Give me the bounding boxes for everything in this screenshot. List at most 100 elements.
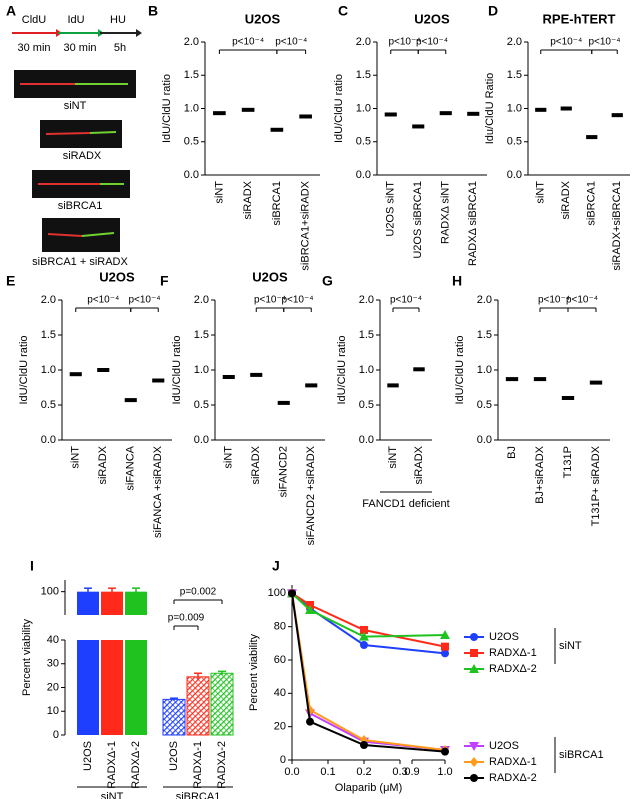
- p-value: p<10⁻⁴: [281, 295, 313, 306]
- x-tick-label: 0.2: [356, 766, 371, 778]
- y-tick-label: 0.0: [41, 434, 56, 446]
- bar: [101, 591, 123, 615]
- x-tick-label: 0.0: [284, 766, 299, 778]
- y-tick-label: 1.0: [41, 364, 56, 376]
- chart-title: U2OS: [252, 269, 288, 284]
- y-tick-label: 0.5: [359, 399, 374, 411]
- data-point: [360, 626, 368, 634]
- y-tick-label: 0.0: [194, 434, 209, 446]
- mean-mark: [611, 113, 623, 118]
- data-point: [440, 630, 450, 639]
- panel-label: E: [6, 273, 15, 289]
- p-value: p<10⁻⁴: [275, 37, 307, 48]
- panel-label: H: [452, 273, 462, 289]
- x-tick-label: T131P+ siRADX: [590, 445, 602, 526]
- x-tick-label: siFANCA: [125, 445, 137, 490]
- legend-marker: [470, 774, 478, 782]
- y-tick-label: 1.0: [477, 364, 492, 376]
- y-tick-label: 1.0: [356, 102, 371, 114]
- x-tick-label: U2OS: [82, 741, 94, 771]
- data-point: [305, 605, 315, 614]
- mean-mark: [586, 135, 598, 140]
- panel-label: J: [272, 558, 280, 574]
- y-tick-label: 0.0: [359, 434, 374, 446]
- arrow-head: [136, 29, 142, 37]
- bar: [101, 640, 123, 735]
- panel-label: F: [160, 273, 169, 289]
- x-tick-label: siBRCA1+siRADX: [300, 180, 312, 270]
- x-tick-label: RADXΔ-2: [216, 741, 228, 789]
- y-tick-label: 2.0: [359, 294, 374, 306]
- group-label: siNT: [101, 791, 124, 799]
- x-tick-label: siBRCA1: [271, 181, 283, 226]
- x-tick-label: siFANCA +siRADX: [152, 445, 164, 538]
- bar: [125, 591, 147, 615]
- chart-title: U2OS: [245, 11, 281, 26]
- p-value: p<10⁻⁴: [254, 295, 286, 306]
- p-value: p=0.002: [180, 587, 217, 598]
- panel-label: I: [30, 558, 34, 574]
- data-point: [360, 741, 368, 749]
- mean-mark: [384, 112, 397, 117]
- y-axis-label: IdU/CldU ratio: [336, 335, 348, 404]
- mean-mark: [97, 368, 110, 372]
- fiber-label: siNT: [64, 100, 87, 112]
- p-value: p<10⁻⁴: [416, 37, 448, 48]
- mean-mark: [299, 114, 312, 119]
- panel-a: A CldU IdU HU 30 min 30 min 5h siNT siRA…: [6, 3, 142, 268]
- mean-mark: [439, 111, 452, 116]
- mean-mark: [250, 372, 263, 377]
- data-point: [441, 747, 449, 756]
- bar: [77, 640, 99, 735]
- y-tick-label: 1.0: [507, 102, 522, 114]
- mean-mark: [305, 383, 318, 388]
- y-axis-label: Idu/CldU Ratio: [484, 73, 496, 145]
- mean-mark: [413, 367, 425, 372]
- fiber: [47, 233, 83, 237]
- mean-mark: [124, 398, 137, 403]
- x-tick-label: 0.3: [392, 766, 407, 778]
- mean-mark: [467, 111, 480, 116]
- y-tick-label: 80: [274, 621, 286, 633]
- legend-label: RADXΔ-1: [489, 647, 537, 659]
- data-point: [359, 631, 369, 641]
- legend-label: U2OS: [489, 740, 519, 752]
- y-tick-label: 0.0: [507, 169, 522, 181]
- mean-mark: [561, 396, 575, 400]
- chart-title: RPE-hTERT: [543, 11, 616, 26]
- legend-marker: [470, 649, 478, 657]
- y-axis-label: Percent viability: [248, 633, 260, 711]
- mean-mark: [387, 383, 399, 388]
- mean-mark: [277, 400, 290, 405]
- y-axis-label: IdU/CldU ratio: [171, 335, 183, 404]
- series-line: [291, 592, 446, 648]
- y-axis-label: IdU/CldU ratio: [454, 335, 466, 404]
- legend-label: U2OS: [489, 631, 519, 643]
- x-tick-label: siRADX: [97, 445, 109, 484]
- y-tick-label: 2.0: [356, 36, 371, 48]
- fiber-label: siBRCA1 + siRADX: [32, 256, 128, 268]
- y-tick-label: 0.0: [477, 434, 492, 446]
- p-value: p<10⁻⁴: [588, 37, 620, 48]
- x-tick-label: siNT: [223, 446, 235, 469]
- bar: [77, 591, 99, 615]
- x-tick-label: BJ+siRADX: [534, 445, 546, 503]
- series-line: [291, 592, 446, 655]
- y-tick-label: 2.0: [194, 294, 209, 306]
- x-tick-label: siBRCA1: [586, 181, 598, 226]
- y-tick-label: 2.0: [507, 36, 522, 48]
- panel-label: A: [6, 3, 16, 19]
- y-tick-label: 2.0: [477, 294, 492, 306]
- x-axis-label: FANCD1 deficient: [362, 498, 449, 510]
- bar: [125, 640, 147, 735]
- p-value: p<10⁻⁴: [566, 295, 598, 306]
- data-point: [360, 641, 368, 649]
- x-tick-label: T131P: [562, 446, 574, 478]
- data-point: [288, 589, 296, 598]
- x-axis-label: Olaparib (μM): [335, 782, 402, 794]
- x-tick-label: siNT: [535, 181, 547, 204]
- x-tick-label: siFANCD2 +siRADX: [305, 445, 317, 545]
- x-tick-label: siRADX: [560, 180, 572, 219]
- fiber: [45, 132, 91, 135]
